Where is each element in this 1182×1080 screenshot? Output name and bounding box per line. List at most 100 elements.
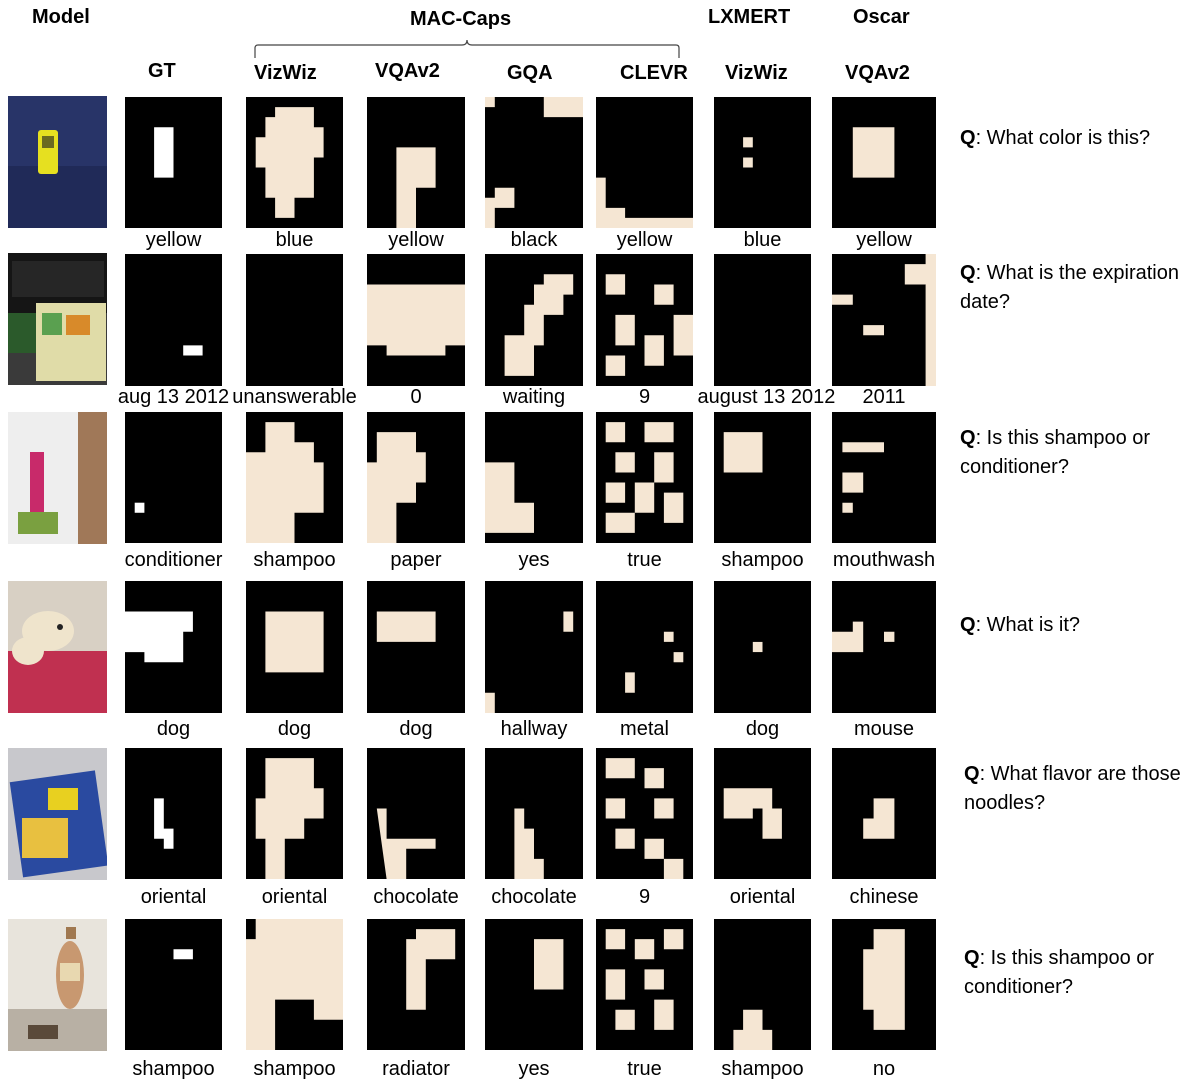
answer-mac-gqa: yes [518,549,550,571]
question-prefix: Q [960,262,976,284]
attention-mask-gt [125,412,222,543]
answer-oscar-vqav2: mouthwash [832,549,936,571]
column-header-mac-vqav2: VQAv2 [375,60,440,82]
question-text: : What color is this? [975,127,1151,149]
header-mac-caps: MAC-Caps [410,8,512,30]
question-prefix: Q [964,947,980,969]
column-header-mac-vizwiz: VizWiz [254,62,317,84]
question-text: : What is the expiration date? [960,262,1179,313]
attention-mask-gt [125,748,222,879]
attention-mask-oscar-vqav2 [832,412,936,543]
attention-mask-mac-clevr [596,919,693,1050]
attention-mask-lxmert-vizwiz [714,919,811,1050]
header-model: Model [32,6,90,28]
attention-mask-gt [125,581,222,713]
attention-mask-gt [125,97,222,228]
attention-mask-mac-gqa [485,412,583,543]
attention-mask-mac-gqa [485,581,583,713]
question-prefix: Q [960,127,976,149]
attention-mask-mac-vizwiz [246,97,343,228]
answer-lxmert-vizwiz: oriental [729,886,796,908]
attention-mask-mac-clevr [596,254,693,386]
answer-lxmert-vizwiz: blue [743,229,782,251]
answer-mac-vizwiz: shampoo [253,549,336,571]
column-header-oscar-vqav2: VQAv2 [845,62,910,84]
attention-mask-mac-vqav2 [367,412,465,543]
attention-mask-mac-gqa [485,748,583,879]
attention-mask-lxmert-vizwiz [714,412,811,543]
answer-mac-vizwiz: dog [277,718,312,740]
answer-lxmert-vizwiz: dog [745,718,780,740]
answer-gt: dog [156,718,191,740]
photo-keyboard-box [8,253,107,385]
attention-mask-oscar-vqav2 [832,748,936,879]
answer-mac-vizwiz: blue [275,229,314,251]
answer-mac-vqav2: dog [399,718,433,740]
answer-mac-clevr: true [627,549,662,571]
attention-mask-mac-vqav2 [367,581,465,713]
answer-gt: conditioner [124,549,223,571]
answer-mac-gqa: waiting [502,386,566,408]
attention-mask-mac-vqav2 [367,748,465,879]
answer-gt: yellow [145,229,202,251]
answer-gt: oriental [140,886,207,908]
photo-noodle-packet [8,748,107,880]
attention-mask-mac-gqa [485,97,583,228]
answer-mac-vizwiz: shampoo [253,1058,336,1080]
attention-mask-mac-vizwiz [246,581,343,713]
photo-ogx-bottle [8,919,107,1051]
attention-mask-mac-gqa [485,254,583,386]
column-header-gt: GT [148,60,176,82]
attention-mask-gt [125,919,222,1050]
header-oscar: Oscar [853,6,910,28]
answer-mac-clevr: yellow [616,229,673,251]
answer-oscar-vqav2: 2011 [862,386,906,408]
photo-shampoo-bottle [8,412,107,544]
column-header-mac-gqa: GQA [507,62,553,84]
answer-oscar-vqav2: yellow [856,229,912,251]
question-row-2: Q: What is the expiration date? [960,259,1180,317]
answer-mac-vqav2: radiator [382,1058,450,1080]
question-row-3: Q: Is this shampoo or conditioner? [960,424,1180,482]
question-row-5: Q: What flavor are those noodles? [964,760,1182,818]
photo-yellow-phone [8,96,107,228]
attention-mask-lxmert-vizwiz [714,581,811,713]
answer-oscar-vqav2: chinese [849,886,919,908]
attention-mask-lxmert-vizwiz [714,97,811,228]
answer-mac-clevr: 9 [638,386,651,408]
answer-mac-clevr: metal [620,718,669,740]
attention-mask-oscar-vqav2 [832,919,936,1050]
answer-lxmert-vizwiz: shampoo [721,1058,804,1080]
attention-mask-mac-clevr [596,581,693,713]
attention-mask-mac-clevr [596,97,693,228]
column-header-mac-clevr: CLEVR [620,62,688,84]
answer-gt: shampoo [132,1058,215,1080]
mac-caps-brace [254,40,680,58]
answer-mac-vqav2: yellow [388,229,444,251]
attention-mask-mac-clevr [596,748,693,879]
answer-lxmert-vizwiz: august 13 2012 [697,386,836,408]
question-text: : What is it? [975,614,1081,636]
attention-mask-lxmert-vizwiz [714,254,811,386]
answer-gt: aug 13 2012 [117,386,230,408]
column-header-lxmert-vizwiz: VizWiz [725,62,788,84]
answer-mac-clevr: 9 [638,886,651,908]
attention-mask-mac-vizwiz [246,254,343,386]
attention-mask-oscar-vqav2 [832,581,936,713]
answer-mac-gqa: yes [518,1058,550,1080]
question-row-4: Q: What is it? [960,611,1180,640]
attention-mask-oscar-vqav2 [832,254,936,386]
answer-mac-gqa: hallway [500,718,568,740]
answer-oscar-vqav2: no [872,1058,896,1080]
answer-mac-gqa: black [510,229,558,251]
attention-mask-mac-vqav2 [367,919,465,1050]
question-row-6: Q: Is this shampoo or conditioner? [964,944,1182,1002]
question-prefix: Q [964,763,980,785]
question-text: : Is this shampoo or conditioner? [964,947,1155,998]
photo-dog-basket [8,581,107,713]
answer-mac-gqa: chocolate [491,886,577,908]
answer-mac-vizwiz: unanswerable [232,386,357,408]
attention-mask-mac-vqav2 [367,97,465,228]
question-row-1: Q: What color is this? [960,124,1180,153]
header-lxmert: LXMERT [708,6,791,28]
